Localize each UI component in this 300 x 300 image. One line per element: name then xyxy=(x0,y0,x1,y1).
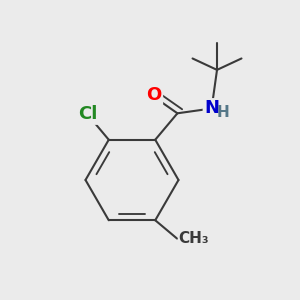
Text: O: O xyxy=(146,86,162,104)
Text: N: N xyxy=(204,100,219,118)
Text: CH₃: CH₃ xyxy=(178,231,209,246)
Text: Cl: Cl xyxy=(78,106,97,124)
Text: H: H xyxy=(217,105,230,120)
